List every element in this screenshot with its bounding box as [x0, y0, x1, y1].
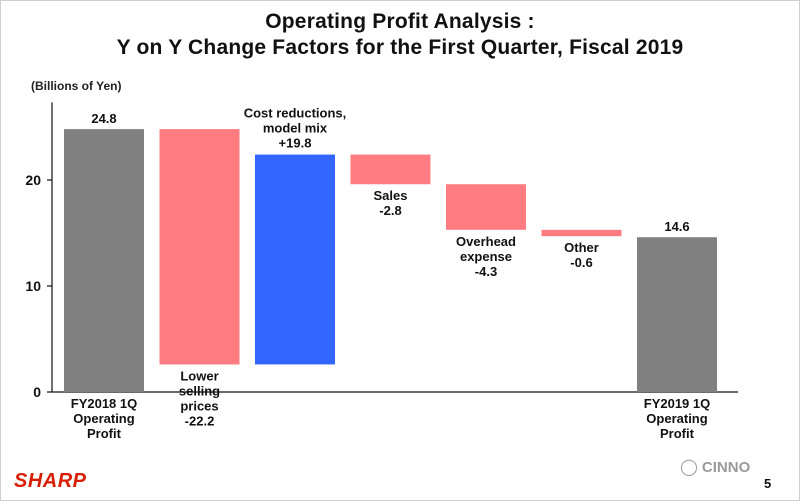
y-tick-label: 20 [25, 172, 41, 188]
page-number: 5 [764, 476, 772, 491]
category-label-line: FY2019 1Q [644, 396, 711, 411]
category-label-line: -0.6 [570, 255, 592, 270]
bar-fy2019 [637, 237, 717, 392]
category-label-cost-reductions: Cost reductions, model mix +19.8 [244, 106, 347, 151]
wechat-icon: ◯ [680, 459, 698, 476]
category-label-line: Sales [374, 188, 408, 203]
category-label-line: prices [180, 398, 218, 413]
chart-title-line1: Operating Profit Analysis : [265, 10, 535, 33]
bar-lower-selling-prices [159, 129, 240, 365]
y-tick-label: 10 [25, 278, 41, 294]
bar-sales [350, 154, 431, 185]
bar-overhead-expense [446, 184, 526, 230]
category-label-sales: Sales -2.8 [374, 188, 408, 218]
value-label-fy2018: 24.8 [91, 111, 116, 126]
category-label-line: Operating [73, 411, 134, 426]
y-tick-label: 0 [33, 384, 41, 400]
bar-cost-reductions [255, 154, 335, 365]
category-label-line: model mix [263, 121, 328, 136]
sharp-logo: SHARP [14, 470, 87, 492]
category-label-line: Profit [660, 426, 695, 441]
chart-title-line2: Y on Y Change Factors for the First Quar… [116, 36, 684, 59]
category-label-line: FY2018 1Q [71, 396, 138, 411]
category-label-line: -4.3 [475, 264, 497, 279]
category-label-line: Cost reductions, [244, 106, 347, 121]
category-label-line: -22.2 [185, 413, 215, 428]
category-label-line: Operating [646, 411, 707, 426]
category-label-line: Profit [87, 426, 122, 441]
category-label-fy2019: FY2019 1Q Operating Profit [644, 396, 711, 441]
bar-fy2018 [64, 129, 144, 392]
category-label-line: Other [564, 240, 599, 255]
category-label-other: Other -0.6 [564, 240, 599, 270]
watermark-text: CINNO [701, 459, 751, 476]
category-label-line: +19.8 [279, 136, 312, 151]
cinno-watermark: ◯ CINNO [680, 457, 750, 477]
category-label-line: -2.8 [379, 203, 401, 218]
category-label-line: expense [460, 249, 512, 264]
category-label-line: Overhead [456, 234, 516, 249]
unit-label: (Billions of Yen) [31, 79, 122, 93]
bar-other [541, 229, 622, 237]
category-label-line: Lower [180, 368, 218, 383]
category-label-fy2018: FY2018 1Q Operating Profit [71, 396, 138, 441]
category-label-lower-selling-prices: Lower selling prices -22.2 [179, 368, 220, 428]
value-label-fy2019: 14.6 [664, 219, 689, 234]
category-label-line: selling [179, 383, 220, 398]
category-label-overhead-expense: Overhead expense -4.3 [456, 234, 516, 279]
